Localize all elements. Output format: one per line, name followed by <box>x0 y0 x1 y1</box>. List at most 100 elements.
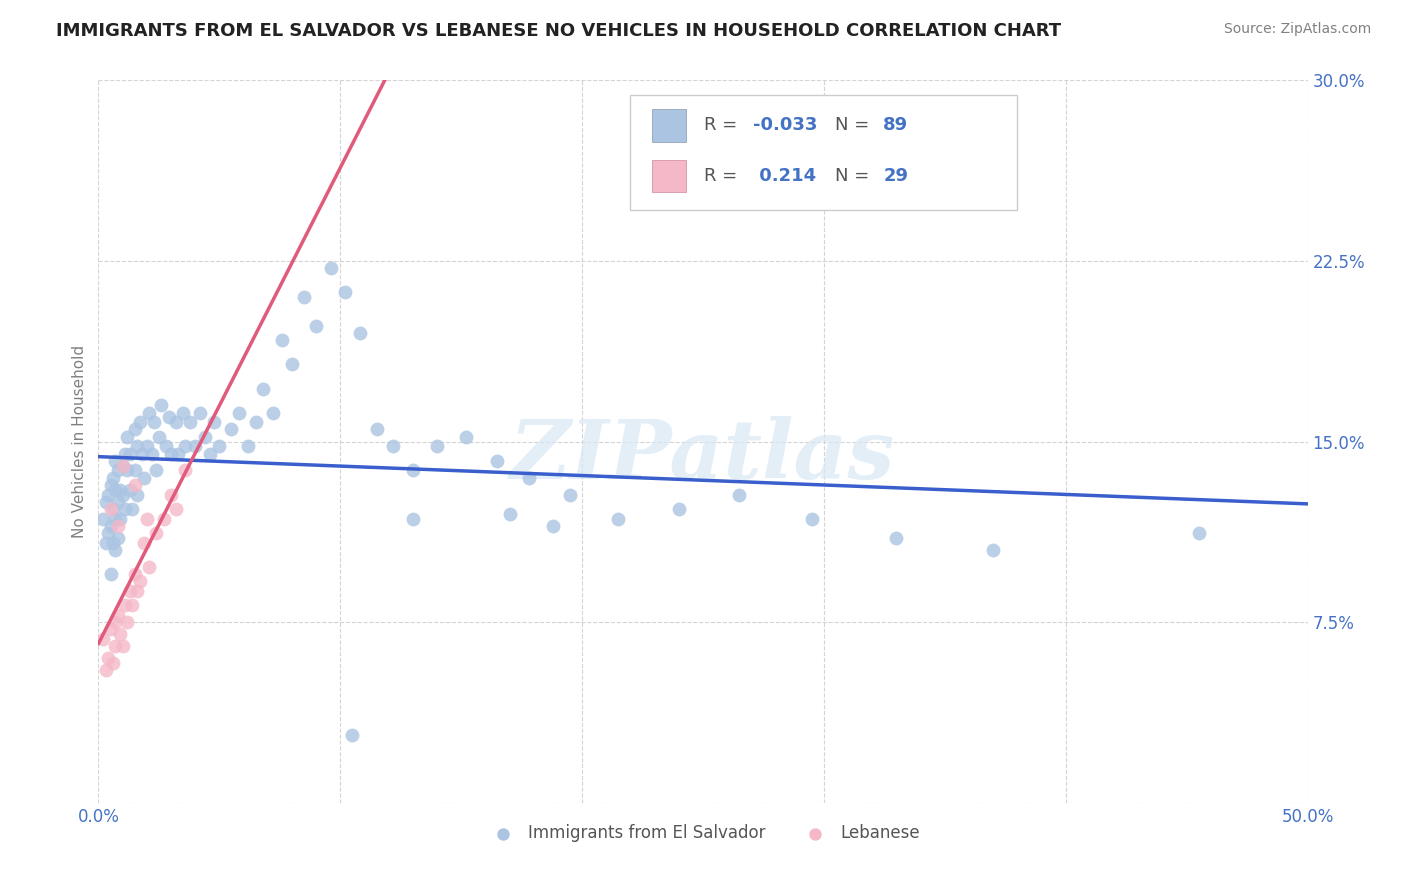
Point <box>127 583 149 598</box>
Point <box>886 531 908 545</box>
Text: -0.033: -0.033 <box>752 117 817 135</box>
Point <box>124 422 146 436</box>
Point <box>454 430 477 444</box>
Point <box>145 526 167 541</box>
Point <box>426 439 449 453</box>
Point <box>118 483 141 497</box>
Point <box>94 494 117 508</box>
Point <box>101 470 124 484</box>
Point <box>157 410 180 425</box>
Point <box>238 439 260 453</box>
Point <box>97 526 120 541</box>
Point <box>131 446 153 460</box>
Point <box>111 458 134 473</box>
Point <box>252 382 274 396</box>
Point <box>121 502 143 516</box>
Point <box>194 430 217 444</box>
Point <box>117 430 139 444</box>
Point <box>366 422 388 436</box>
Point <box>104 483 127 497</box>
Point <box>262 406 284 420</box>
Point <box>498 507 520 521</box>
Point <box>97 487 120 501</box>
Point <box>107 463 129 477</box>
Point <box>104 639 127 653</box>
Point <box>668 502 690 516</box>
Text: 0.214: 0.214 <box>752 167 815 185</box>
Point <box>245 415 267 429</box>
Point <box>141 446 163 460</box>
Text: N =: N = <box>835 167 875 185</box>
Point <box>128 574 150 589</box>
Point <box>104 542 127 557</box>
Point <box>91 632 114 646</box>
Point <box>100 502 122 516</box>
Legend: Immigrants from El Salvador, Lebanese: Immigrants from El Salvador, Lebanese <box>479 817 927 848</box>
Point <box>349 326 371 340</box>
Point <box>117 463 139 477</box>
Point <box>124 567 146 582</box>
Point <box>101 656 124 670</box>
Point <box>100 567 122 582</box>
Point <box>728 487 751 501</box>
Text: IMMIGRANTS FROM EL SALVADOR VS LEBANESE NO VEHICLES IN HOUSEHOLD CORRELATION CHA: IMMIGRANTS FROM EL SALVADOR VS LEBANESE … <box>56 22 1062 40</box>
Point <box>128 415 150 429</box>
Point <box>319 261 342 276</box>
Point <box>143 415 166 429</box>
Text: ZIPatlas: ZIPatlas <box>510 416 896 496</box>
Point <box>1188 526 1211 541</box>
Text: N =: N = <box>835 117 875 135</box>
FancyBboxPatch shape <box>630 95 1018 211</box>
Point <box>104 615 127 630</box>
Point <box>114 599 136 613</box>
Point <box>108 511 131 525</box>
Point <box>145 463 167 477</box>
Point <box>167 446 190 460</box>
Text: 89: 89 <box>883 117 908 135</box>
Point <box>97 651 120 665</box>
Point <box>94 535 117 549</box>
Point <box>160 487 183 501</box>
Point <box>486 454 509 468</box>
Point <box>121 599 143 613</box>
Point <box>111 639 134 653</box>
Point <box>107 531 129 545</box>
Point <box>111 487 134 501</box>
Point <box>91 511 114 525</box>
Point <box>101 535 124 549</box>
Point <box>271 334 294 348</box>
Point <box>100 623 122 637</box>
Point <box>104 511 127 525</box>
Point <box>135 511 157 525</box>
Point <box>165 415 187 429</box>
Point <box>107 607 129 622</box>
Point <box>402 463 425 477</box>
Point <box>107 518 129 533</box>
Point <box>305 318 328 333</box>
Point <box>138 406 160 420</box>
Point <box>165 502 187 516</box>
Point <box>138 559 160 574</box>
Point <box>135 439 157 453</box>
Point <box>108 627 131 641</box>
Point <box>108 483 131 497</box>
Point <box>402 511 425 525</box>
Text: R =: R = <box>704 117 744 135</box>
Point <box>148 430 170 444</box>
Point <box>134 535 156 549</box>
Point <box>981 542 1004 557</box>
Point <box>292 290 315 304</box>
Point <box>100 478 122 492</box>
Point <box>101 502 124 516</box>
Point <box>188 406 211 420</box>
Point <box>104 454 127 468</box>
Point <box>118 583 141 598</box>
Text: R =: R = <box>704 167 744 185</box>
Point <box>160 446 183 460</box>
Text: Source: ZipAtlas.com: Source: ZipAtlas.com <box>1223 22 1371 37</box>
Point <box>179 415 201 429</box>
Point <box>198 446 221 460</box>
Point <box>221 422 243 436</box>
Point <box>118 446 141 460</box>
Point <box>382 439 405 453</box>
